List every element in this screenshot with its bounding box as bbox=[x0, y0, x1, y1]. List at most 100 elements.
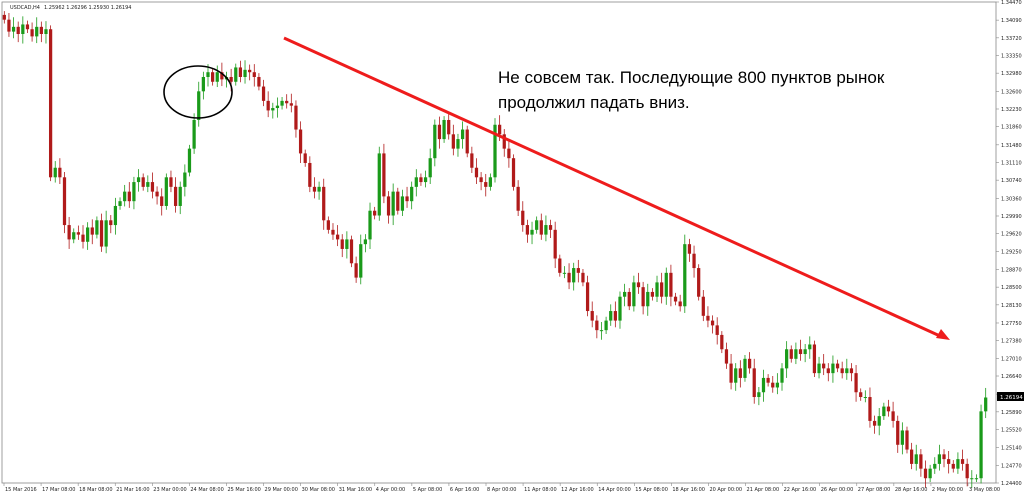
x-tick-label: 17 Mar 08:00 bbox=[42, 487, 75, 493]
candle-body bbox=[386, 196, 391, 216]
candle-body bbox=[127, 191, 131, 202]
candle-body bbox=[581, 272, 585, 283]
candle-body bbox=[21, 24, 25, 35]
candle-body bbox=[234, 67, 238, 82]
candle-body bbox=[109, 220, 113, 226]
candle-body bbox=[67, 225, 71, 240]
current-price-label-bg bbox=[997, 392, 1024, 401]
candle-body bbox=[831, 363, 835, 374]
candle-body bbox=[715, 325, 719, 335]
candle-body bbox=[984, 397, 988, 412]
candle-body bbox=[720, 334, 724, 350]
candle-body bbox=[511, 158, 516, 187]
candle-body bbox=[113, 205, 118, 226]
candle-body bbox=[905, 430, 909, 450]
candle-body bbox=[609, 311, 613, 321]
candle-body bbox=[271, 108, 275, 111]
candle-body bbox=[956, 459, 960, 469]
candle-body bbox=[132, 182, 136, 202]
candle-body bbox=[548, 225, 553, 230]
candle-body bbox=[854, 373, 858, 393]
candle-body bbox=[303, 153, 307, 163]
candle-body bbox=[428, 158, 432, 178]
y-tick-label: 1.33350 bbox=[1001, 53, 1022, 59]
candle-body bbox=[761, 377, 766, 393]
x-tick-label: 12 Apr 16:00 bbox=[561, 487, 594, 493]
x-tick-label: 30 Mar 08:00 bbox=[302, 487, 335, 493]
candle-body bbox=[817, 363, 821, 374]
candle-body bbox=[150, 182, 155, 192]
candle-body bbox=[479, 177, 483, 183]
candle-body bbox=[95, 220, 99, 235]
candle-body bbox=[771, 382, 775, 388]
candle-body bbox=[53, 167, 57, 178]
candle-body bbox=[622, 291, 627, 297]
candle-body bbox=[979, 411, 983, 479]
candle-body bbox=[312, 186, 317, 192]
x-tick-label: 23 Mar 00:00 bbox=[153, 487, 186, 493]
candle-body bbox=[553, 229, 557, 259]
candle-body bbox=[294, 105, 298, 130]
candle-body bbox=[664, 272, 668, 297]
candle-body bbox=[835, 363, 840, 369]
candle-body bbox=[775, 382, 779, 388]
candle-body bbox=[169, 177, 173, 187]
candle-body bbox=[442, 119, 446, 140]
candle-body bbox=[678, 301, 682, 307]
candle-body bbox=[507, 148, 511, 159]
candle-body bbox=[785, 349, 789, 369]
y-tick-label: 1.34470 bbox=[1001, 0, 1022, 6]
candle-body bbox=[914, 454, 918, 464]
candle-body bbox=[368, 210, 372, 240]
candle-body bbox=[859, 392, 863, 398]
candle-body bbox=[359, 244, 363, 278]
x-tick-label: 18 Mar 08:00 bbox=[79, 487, 112, 493]
candle-body bbox=[187, 148, 192, 173]
candle-body bbox=[641, 287, 645, 307]
candle-body bbox=[734, 368, 738, 383]
y-tick-label: 1.31480 bbox=[1001, 143, 1022, 149]
candle-body bbox=[590, 311, 594, 321]
candle-body bbox=[618, 296, 622, 321]
candle-body bbox=[928, 468, 932, 479]
candle-body bbox=[141, 177, 145, 187]
candle-body bbox=[539, 220, 543, 235]
candle-body bbox=[405, 196, 409, 202]
candle-body bbox=[965, 463, 969, 479]
candle-body bbox=[72, 232, 76, 240]
y-tick-label: 1.32980 bbox=[1001, 71, 1022, 77]
candle-body bbox=[460, 129, 465, 140]
candle-body bbox=[516, 186, 520, 211]
candle-body bbox=[882, 406, 886, 417]
candle-body bbox=[285, 100, 289, 104]
candle-body bbox=[572, 268, 576, 283]
candle-body bbox=[345, 239, 349, 249]
candle-body bbox=[493, 124, 497, 178]
candle-body bbox=[99, 220, 104, 247]
candle-body bbox=[44, 29, 48, 35]
candle-body bbox=[544, 225, 548, 235]
y-tick-label: 1.25520 bbox=[1001, 428, 1022, 434]
candle-body bbox=[183, 172, 187, 187]
candle-body bbox=[660, 282, 664, 297]
candle-body bbox=[2, 14, 6, 20]
candle-body bbox=[794, 349, 798, 359]
candle-body bbox=[349, 239, 354, 264]
candle-body bbox=[974, 478, 979, 480]
candle-body bbox=[706, 315, 710, 321]
candle-body bbox=[146, 182, 150, 187]
candle-body bbox=[238, 67, 243, 77]
candle-body bbox=[919, 454, 923, 469]
candle-body bbox=[16, 26, 20, 35]
candle-body bbox=[535, 220, 539, 230]
candle-body bbox=[525, 225, 530, 235]
candle-body bbox=[669, 272, 673, 297]
candle-body bbox=[530, 229, 534, 235]
candle-body bbox=[266, 100, 270, 111]
candle-body bbox=[585, 282, 590, 312]
x-tick-label: 25 Mar 16:00 bbox=[227, 487, 260, 493]
x-tick-label: 31 Mar 16:00 bbox=[339, 487, 372, 493]
candle-body bbox=[743, 358, 747, 378]
candle-body bbox=[826, 368, 830, 374]
candle-body bbox=[215, 72, 219, 82]
